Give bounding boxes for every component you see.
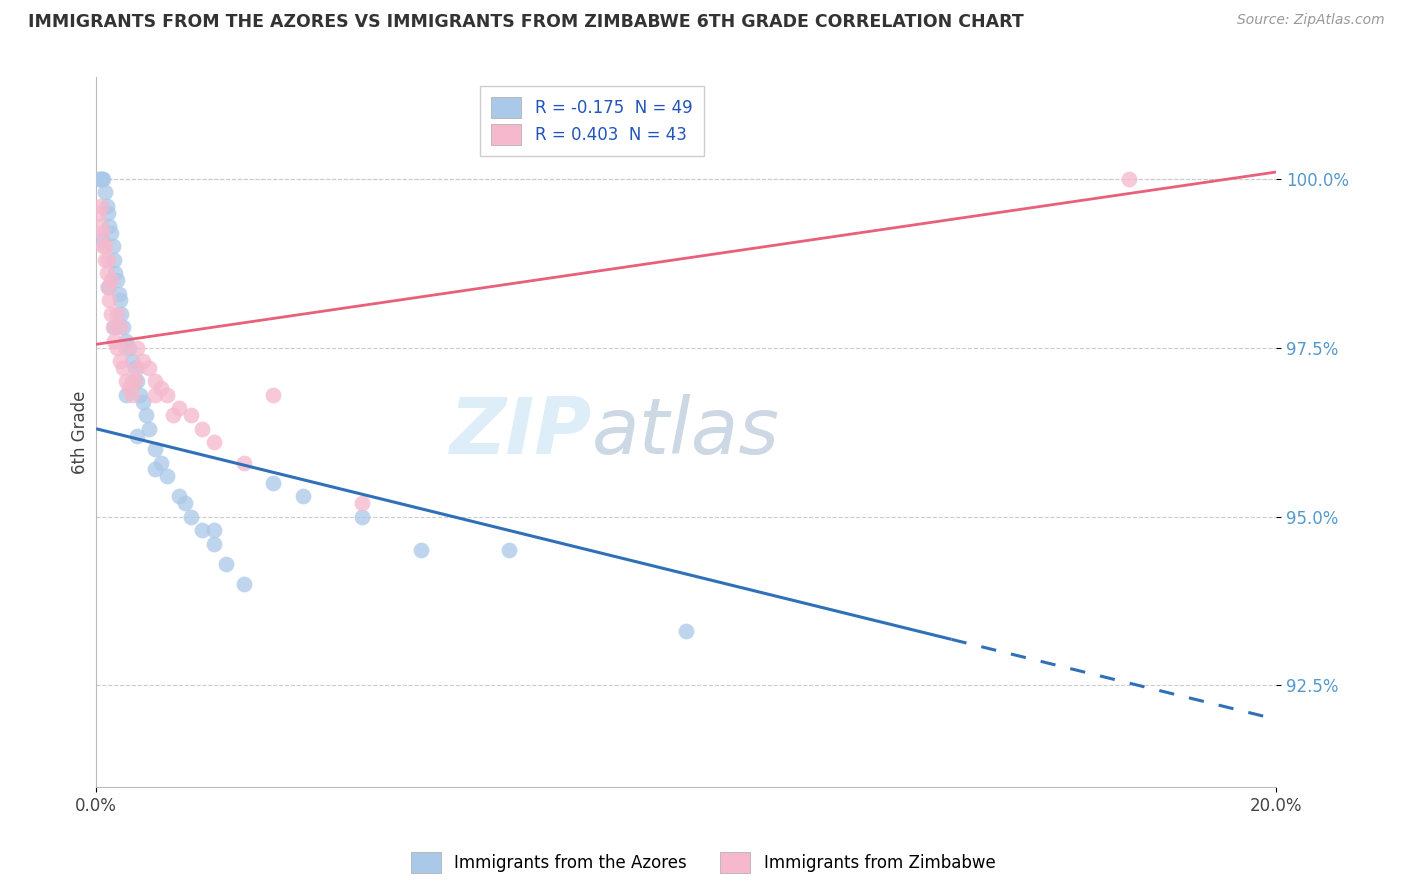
Point [121, 375, 143, 389]
Point [94, 239, 117, 253]
Point [143, 375, 166, 389]
Point [127, 428, 149, 442]
Point [103, 252, 125, 267]
Point [127, 341, 149, 355]
Point [91, 171, 114, 186]
Point [97, 280, 120, 294]
Point [104, 266, 127, 280]
Legend: Immigrants from the Azores, Immigrants from Zimbabwe: Immigrants from the Azores, Immigrants f… [404, 846, 1002, 880]
Point [94, 252, 117, 267]
Point [97, 280, 120, 294]
Point [90, 219, 112, 233]
Point [498, 543, 520, 558]
Point [124, 375, 146, 389]
Point [105, 307, 128, 321]
Point [105, 341, 128, 355]
Point [124, 361, 146, 376]
Point [100, 273, 122, 287]
Point [143, 388, 166, 402]
Point [111, 320, 134, 334]
Point [180, 409, 202, 423]
Text: ZIP: ZIP [450, 394, 592, 470]
Point [91, 226, 114, 240]
Point [121, 388, 143, 402]
Legend: R = -0.175  N = 49, R = 0.403  N = 43: R = -0.175 N = 49, R = 0.403 N = 43 [479, 86, 704, 156]
Point [143, 462, 166, 476]
Point [180, 509, 202, 524]
Point [91, 233, 114, 247]
Point [98, 219, 121, 233]
Point [91, 171, 114, 186]
Point [97, 205, 120, 219]
Point [103, 320, 125, 334]
Point [232, 456, 254, 470]
Point [291, 489, 314, 503]
Point [114, 341, 136, 355]
Point [103, 334, 125, 348]
Point [91, 239, 114, 253]
Point [173, 496, 195, 510]
Point [138, 422, 160, 436]
Point [105, 273, 128, 287]
Text: IMMIGRANTS FROM THE AZORES VS IMMIGRANTS FROM ZIMBABWE 6TH GRADE CORRELATION CHA: IMMIGRANTS FROM THE AZORES VS IMMIGRANTS… [28, 13, 1024, 31]
Point [143, 442, 166, 456]
Point [100, 226, 122, 240]
Point [100, 307, 122, 321]
Point [114, 375, 136, 389]
Point [96, 266, 118, 280]
Point [132, 354, 155, 368]
Text: Source: ZipAtlas.com: Source: ZipAtlas.com [1237, 13, 1385, 28]
Point [117, 381, 139, 395]
Point [138, 361, 160, 376]
Point [114, 334, 136, 348]
Point [108, 320, 131, 334]
Point [110, 307, 132, 321]
Point [1118, 171, 1140, 186]
Point [262, 388, 284, 402]
Point [111, 361, 134, 376]
Point [101, 320, 124, 334]
Point [162, 409, 184, 423]
Y-axis label: 6th Grade: 6th Grade [72, 391, 89, 474]
Point [101, 239, 124, 253]
Point [96, 199, 118, 213]
Point [135, 409, 157, 423]
Point [129, 388, 152, 402]
Point [117, 341, 139, 355]
Point [156, 469, 179, 483]
Point [350, 509, 373, 524]
Point [108, 354, 131, 368]
Point [127, 361, 149, 376]
Point [90, 199, 112, 213]
Point [232, 577, 254, 591]
Point [97, 252, 120, 267]
Point [114, 388, 136, 402]
Point [202, 523, 225, 537]
Point [167, 489, 190, 503]
Point [94, 186, 117, 200]
Point [107, 286, 129, 301]
Point [202, 435, 225, 450]
Point [156, 388, 179, 402]
Point [127, 375, 149, 389]
Point [98, 293, 121, 308]
Point [150, 381, 173, 395]
Point [409, 543, 432, 558]
Point [262, 475, 284, 490]
Point [167, 401, 190, 416]
Point [191, 422, 214, 436]
Point [89, 171, 111, 186]
Point [108, 293, 131, 308]
Point [675, 624, 697, 639]
Point [150, 456, 173, 470]
Point [89, 205, 111, 219]
Point [191, 523, 214, 537]
Point [90, 171, 112, 186]
Point [350, 496, 373, 510]
Point [215, 557, 238, 571]
Text: atlas: atlas [592, 394, 779, 470]
Point [121, 354, 143, 368]
Point [202, 536, 225, 550]
Point [132, 394, 155, 409]
